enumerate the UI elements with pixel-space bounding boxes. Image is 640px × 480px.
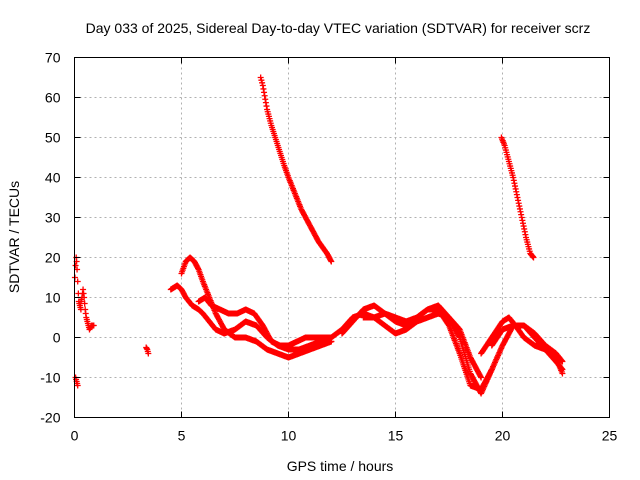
data-point: [530, 254, 537, 261]
series-high-arc-1: [257, 74, 335, 265]
y-tick-label: 60: [45, 90, 61, 106]
y-tick-label: 30: [45, 210, 61, 226]
data-point: [81, 294, 88, 301]
x-tick-label: 5: [178, 428, 186, 444]
plot-frame: [74, 57, 610, 418]
series-track-h: [488, 322, 566, 365]
data-points: [71, 74, 566, 397]
data-point: [257, 74, 264, 81]
data-point: [258, 77, 265, 84]
data-point: [145, 350, 152, 357]
y-tick-label: 10: [45, 290, 61, 306]
series-high-arc-2: [498, 134, 537, 261]
y-tick-label: 40: [45, 170, 61, 186]
axis-ticks: 0 5 10 15 20 25 -20 -10 0 10 20 30 40 50 60 70: [40, 50, 617, 444]
data-point: [559, 358, 566, 365]
y-tick-label: -20: [40, 410, 60, 426]
data-point: [90, 322, 97, 329]
x-tick-label: 0: [71, 428, 79, 444]
y-tick-label: 50: [45, 130, 61, 146]
y-tick-label: 20: [45, 250, 61, 266]
x-tick-label: 15: [388, 428, 404, 444]
x-tick-label: 20: [495, 428, 511, 444]
series-track-g: [478, 314, 566, 377]
data-point: [259, 79, 266, 86]
data-point: [478, 374, 485, 381]
chart-title: Day 033 of 2025, Sidereal Day-to-day VTE…: [86, 20, 591, 36]
y-axis-label: SDTVAR / TECUs: [6, 181, 22, 293]
data-point: [81, 300, 88, 307]
y-tick-label: -10: [40, 370, 60, 386]
data-point: [328, 258, 335, 265]
data-point: [559, 370, 566, 377]
series-spike-3h: [143, 344, 152, 357]
x-tick-label: 10: [281, 428, 297, 444]
data-point: [74, 382, 81, 389]
x-axis-label: GPS time / hours: [287, 458, 394, 474]
data-point: [74, 266, 81, 273]
data-point: [72, 262, 79, 269]
y-tick-label: 0: [53, 330, 61, 346]
y-tick-label: 70: [45, 50, 61, 66]
x-tick-label: 25: [602, 428, 618, 444]
data-point: [74, 278, 81, 285]
